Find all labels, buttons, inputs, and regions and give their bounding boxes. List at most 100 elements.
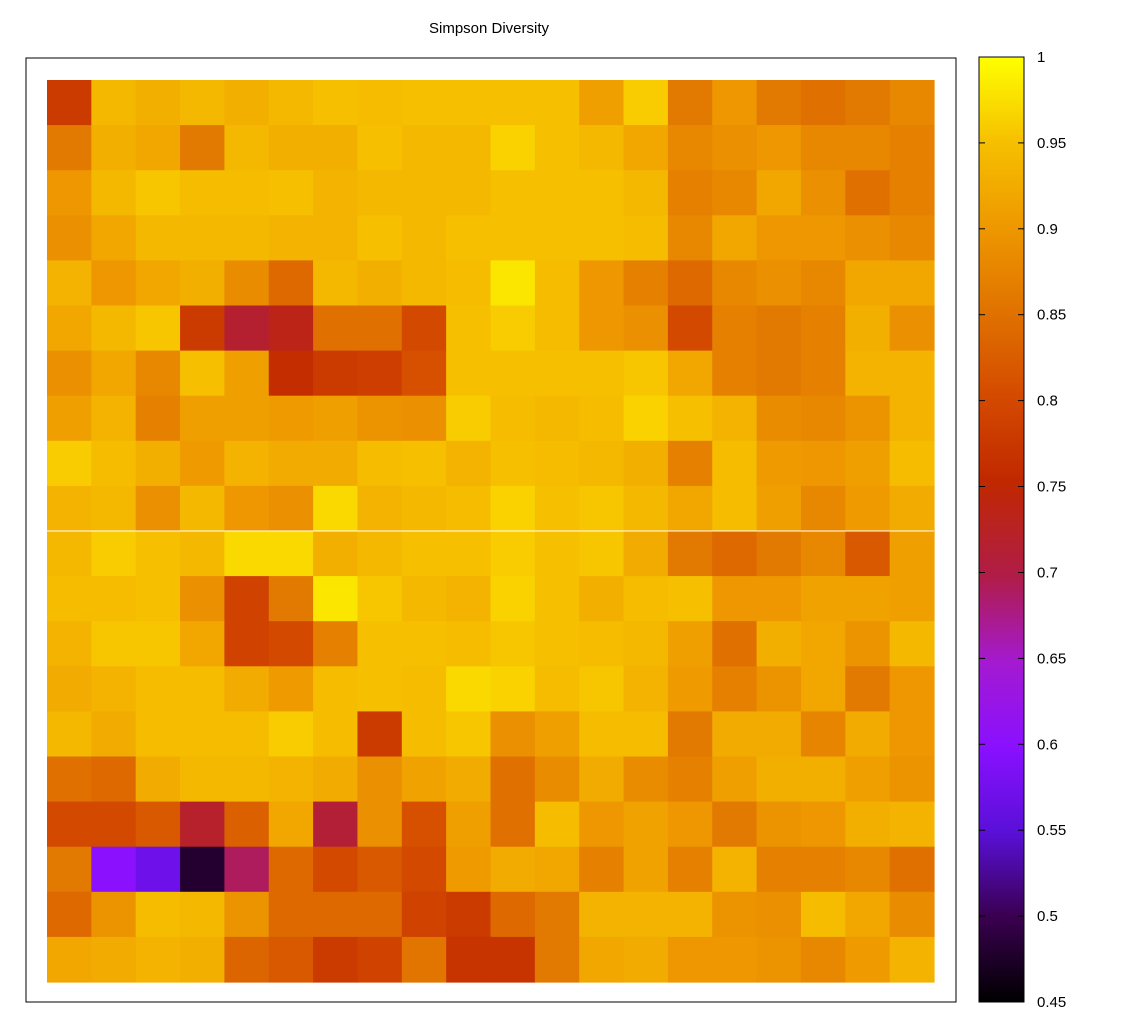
heatmap-cell <box>579 350 625 397</box>
heatmap-cell <box>268 891 314 938</box>
heatmap-cell <box>889 801 935 848</box>
heatmap-cell <box>180 170 225 216</box>
heatmap-cell <box>47 305 92 352</box>
heatmap-cell <box>889 936 935 983</box>
heatmap-cell <box>446 350 492 397</box>
heatmap-cell <box>135 756 181 803</box>
heatmap-cell <box>623 891 669 938</box>
heatmap-cell <box>224 621 270 667</box>
heatmap-cell <box>490 305 536 352</box>
heatmap-cell <box>47 125 92 171</box>
heatmap-cell <box>490 395 536 442</box>
heatmap-cell <box>845 756 891 803</box>
heatmap-cell <box>534 80 580 126</box>
heatmap-cell <box>313 215 359 261</box>
heatmap-cell <box>180 756 225 803</box>
heatmap-cell <box>268 531 314 577</box>
heatmap-cell <box>756 666 802 712</box>
heatmap-cell <box>889 260 935 307</box>
heatmap-cell <box>401 485 447 532</box>
heatmap-cell <box>623 395 669 442</box>
heatmap-cell <box>313 170 359 216</box>
heatmap-cell <box>357 305 403 352</box>
heatmap-cell <box>579 891 625 938</box>
heatmap-cell <box>712 621 758 667</box>
heatmap-cell <box>534 395 580 442</box>
heatmap-cell <box>712 711 758 758</box>
heatmap-cell <box>756 846 802 893</box>
heatmap-cell <box>490 80 536 126</box>
heatmap-cell <box>180 305 225 352</box>
heatmap-cell <box>91 846 137 893</box>
heatmap-cell <box>845 666 891 712</box>
heatmap-cell <box>534 756 580 803</box>
heatmap-cell <box>313 485 359 532</box>
heatmap-cell <box>667 531 713 577</box>
heatmap-cell <box>268 260 314 307</box>
heatmap-cell <box>224 936 270 983</box>
heatmap-cell <box>579 666 625 712</box>
heatmap-cell <box>623 305 669 352</box>
heatmap-cell <box>91 576 137 622</box>
heatmap-cell <box>712 666 758 712</box>
heatmap-cell <box>446 576 492 622</box>
heatmap-cell <box>534 260 580 307</box>
heatmap-cell <box>357 170 403 216</box>
colorbar-tick-label: 0.8 <box>1037 393 1058 410</box>
heatmap-cell <box>47 801 92 848</box>
heatmap-cell <box>534 891 580 938</box>
heatmap-cell <box>446 125 492 171</box>
heatmap-cell <box>534 846 580 893</box>
heatmap-cell <box>401 846 447 893</box>
heatmap-cell <box>579 711 625 758</box>
heatmap-cell <box>712 485 758 532</box>
heatmap-cell <box>889 666 935 712</box>
heatmap-cell <box>712 846 758 893</box>
heatmap-cell <box>401 440 447 487</box>
heatmap-cell <box>401 170 447 216</box>
colorbar-tick-label: 1 <box>1037 49 1045 66</box>
heatmap-cell <box>224 485 270 532</box>
heatmap-cell <box>712 576 758 622</box>
colorbar-tick-label: 0.75 <box>1037 479 1066 496</box>
heatmap-cell <box>756 621 802 667</box>
heatmap-cell <box>268 350 314 397</box>
heatmap-cell <box>756 305 802 352</box>
heatmap-cell <box>268 621 314 667</box>
heatmap-cell <box>623 350 669 397</box>
heatmap-cell <box>446 531 492 577</box>
heatmap-cell <box>357 621 403 667</box>
heatmap-cell <box>623 170 669 216</box>
heatmap-cell <box>446 666 492 712</box>
heatmap-cell <box>135 846 181 893</box>
heatmap-cell <box>534 440 580 487</box>
heatmap-cell <box>180 125 225 171</box>
heatmap-cell <box>135 801 181 848</box>
heatmap-cell <box>845 80 891 126</box>
heatmap-cell <box>534 170 580 216</box>
heatmap-cell <box>845 936 891 983</box>
heatmap-cell <box>446 621 492 667</box>
heatmap-cell <box>313 531 359 577</box>
heatmap-cell <box>91 215 137 261</box>
heatmap-cell <box>845 125 891 171</box>
heatmap-cell <box>534 576 580 622</box>
heatmap-cell <box>800 170 846 216</box>
heatmap-cell <box>91 260 137 307</box>
heatmap-cell <box>712 350 758 397</box>
heatmap-cell <box>534 936 580 983</box>
heatmap-cell <box>313 350 359 397</box>
heatmap-cell <box>47 80 92 126</box>
heatmap-cell <box>534 350 580 397</box>
colorbar <box>978 56 1025 1003</box>
heatmap-cell <box>756 440 802 487</box>
heatmap-cell <box>180 395 225 442</box>
heatmap-cell <box>357 350 403 397</box>
heatmap-cell <box>91 395 137 442</box>
heatmap-cell <box>47 621 92 667</box>
heatmap-cell <box>623 666 669 712</box>
heatmap-cell <box>91 621 137 667</box>
heatmap-cell <box>91 711 137 758</box>
heatmap-cell <box>534 666 580 712</box>
heatmap-cell <box>180 711 225 758</box>
